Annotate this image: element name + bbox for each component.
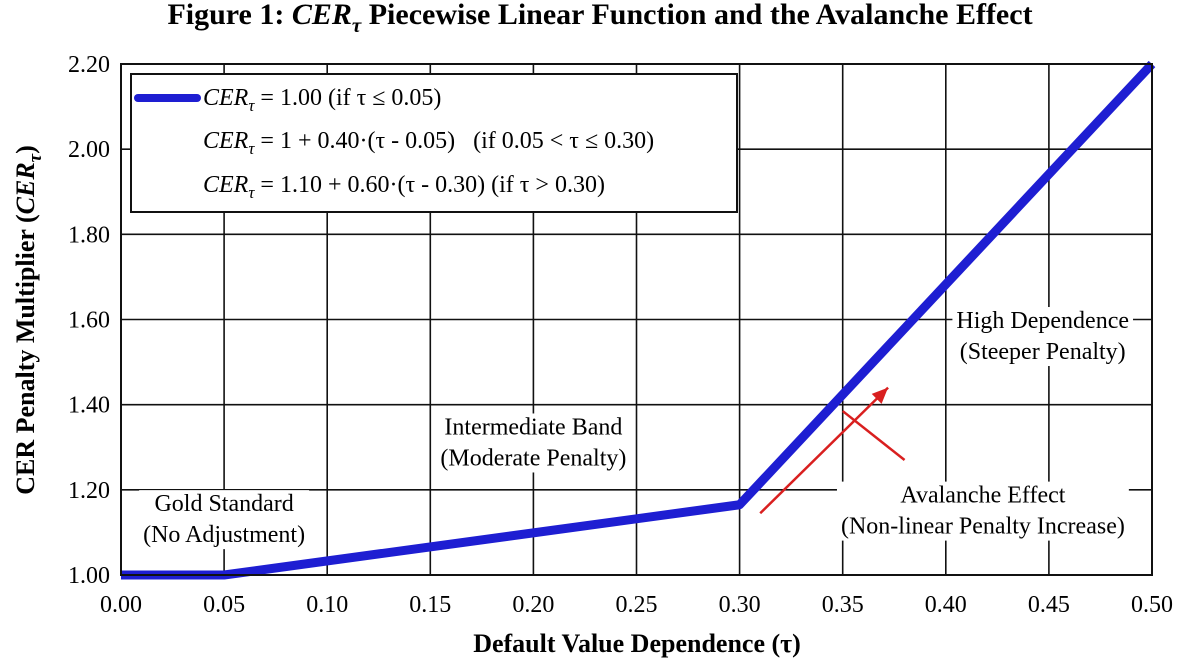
- legend-box: [130, 73, 738, 213]
- x-tick-label: 0.35: [822, 592, 864, 618]
- annotation-line: High Dependence: [956, 308, 1129, 334]
- x-tick-label: 0.05: [203, 592, 245, 618]
- annotation-0: Gold Standard (No Adjustment): [139, 490, 310, 550]
- x-tick-label: 0.25: [616, 592, 658, 618]
- annotation-line: (Non-linear Penalty Increase): [841, 514, 1125, 540]
- y-tick-label: 2.00: [68, 137, 110, 163]
- y-axis-title: CER Penalty Multiplier (CERτ): [11, 145, 46, 495]
- axis-layer: 0.00 0.05 0.10 0.15 0.20 0.25 0.30 0.35 0.40 0.45…: [68, 52, 1173, 618]
- annotation-line: (No Adjustment): [143, 522, 305, 548]
- plot-frame: [120, 63, 1153, 576]
- legend-entry-1: CERτ = 1.00 (if τ ≤ 0.05): [203, 85, 441, 115]
- annotation-line: Gold Standard: [154, 491, 293, 517]
- x-tick-label: 0.30: [719, 592, 761, 618]
- legend-entry-3: CERτ = 1.10 + 0.60·(τ - 0.30) (if τ > 0.…: [203, 172, 605, 202]
- arrow-head: [871, 387, 889, 404]
- annotation-backing: [836, 481, 1129, 541]
- annotation-line: Intermediate Band: [444, 414, 622, 440]
- x-tick-label: 0.50: [1131, 592, 1173, 618]
- annotation-backing: [436, 413, 631, 473]
- y-tick-label: 1.80: [68, 222, 110, 248]
- x-tick-label: 0.20: [512, 592, 554, 618]
- x-tick-label: 0.15: [409, 592, 451, 618]
- x-axis-title: Default Value Dependence (τ): [473, 629, 801, 658]
- annotation-2: High Dependence (Steeper Penalty): [952, 307, 1134, 367]
- annotation-line: (Steeper Penalty): [960, 339, 1126, 365]
- y-tick-label: 1.40: [68, 393, 110, 419]
- chart-title: Figure 1: CERτ Piecewise Linear Function…: [167, 0, 1032, 37]
- y-tick-label: 2.20: [68, 52, 110, 78]
- legend-entry-2: CERτ = 1 + 0.40·(τ - 0.05) (if 0.05 < τ …: [203, 128, 654, 158]
- x-tick-label: 0.45: [1028, 592, 1070, 618]
- annotation-backing: [139, 490, 310, 550]
- legend: CERτ = 1.00 (if τ ≤ 0.05) CERτ = 1 + 0.4…: [130, 73, 738, 213]
- annotation-3: Avalanche Effect (Non-linear Penalty Incr…: [836, 481, 1129, 541]
- annotation-line: (Moderate Penalty): [440, 445, 626, 471]
- arrow-line: [841, 410, 906, 462]
- annotation-backing: [952, 307, 1134, 367]
- x-tick-label: 0.00: [100, 592, 142, 618]
- y-tick-label: 1.60: [68, 308, 110, 334]
- y-tick-label: 1.00: [68, 563, 110, 589]
- arrow-line: [759, 386, 889, 515]
- y-tick-label: 1.20: [68, 478, 110, 504]
- annotation-1: Intermediate Band (Moderate Penalty): [436, 413, 631, 473]
- annotation-layer: Gold Standard (No Adjustment) Intermediate…: [139, 307, 1134, 550]
- x-tick-label: 0.10: [306, 592, 348, 618]
- annotation-line: Avalanche Effect: [900, 483, 1065, 509]
- x-tick-label: 0.40: [925, 592, 967, 618]
